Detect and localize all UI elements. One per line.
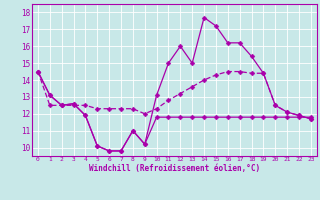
X-axis label: Windchill (Refroidissement éolien,°C): Windchill (Refroidissement éolien,°C) bbox=[89, 164, 260, 173]
